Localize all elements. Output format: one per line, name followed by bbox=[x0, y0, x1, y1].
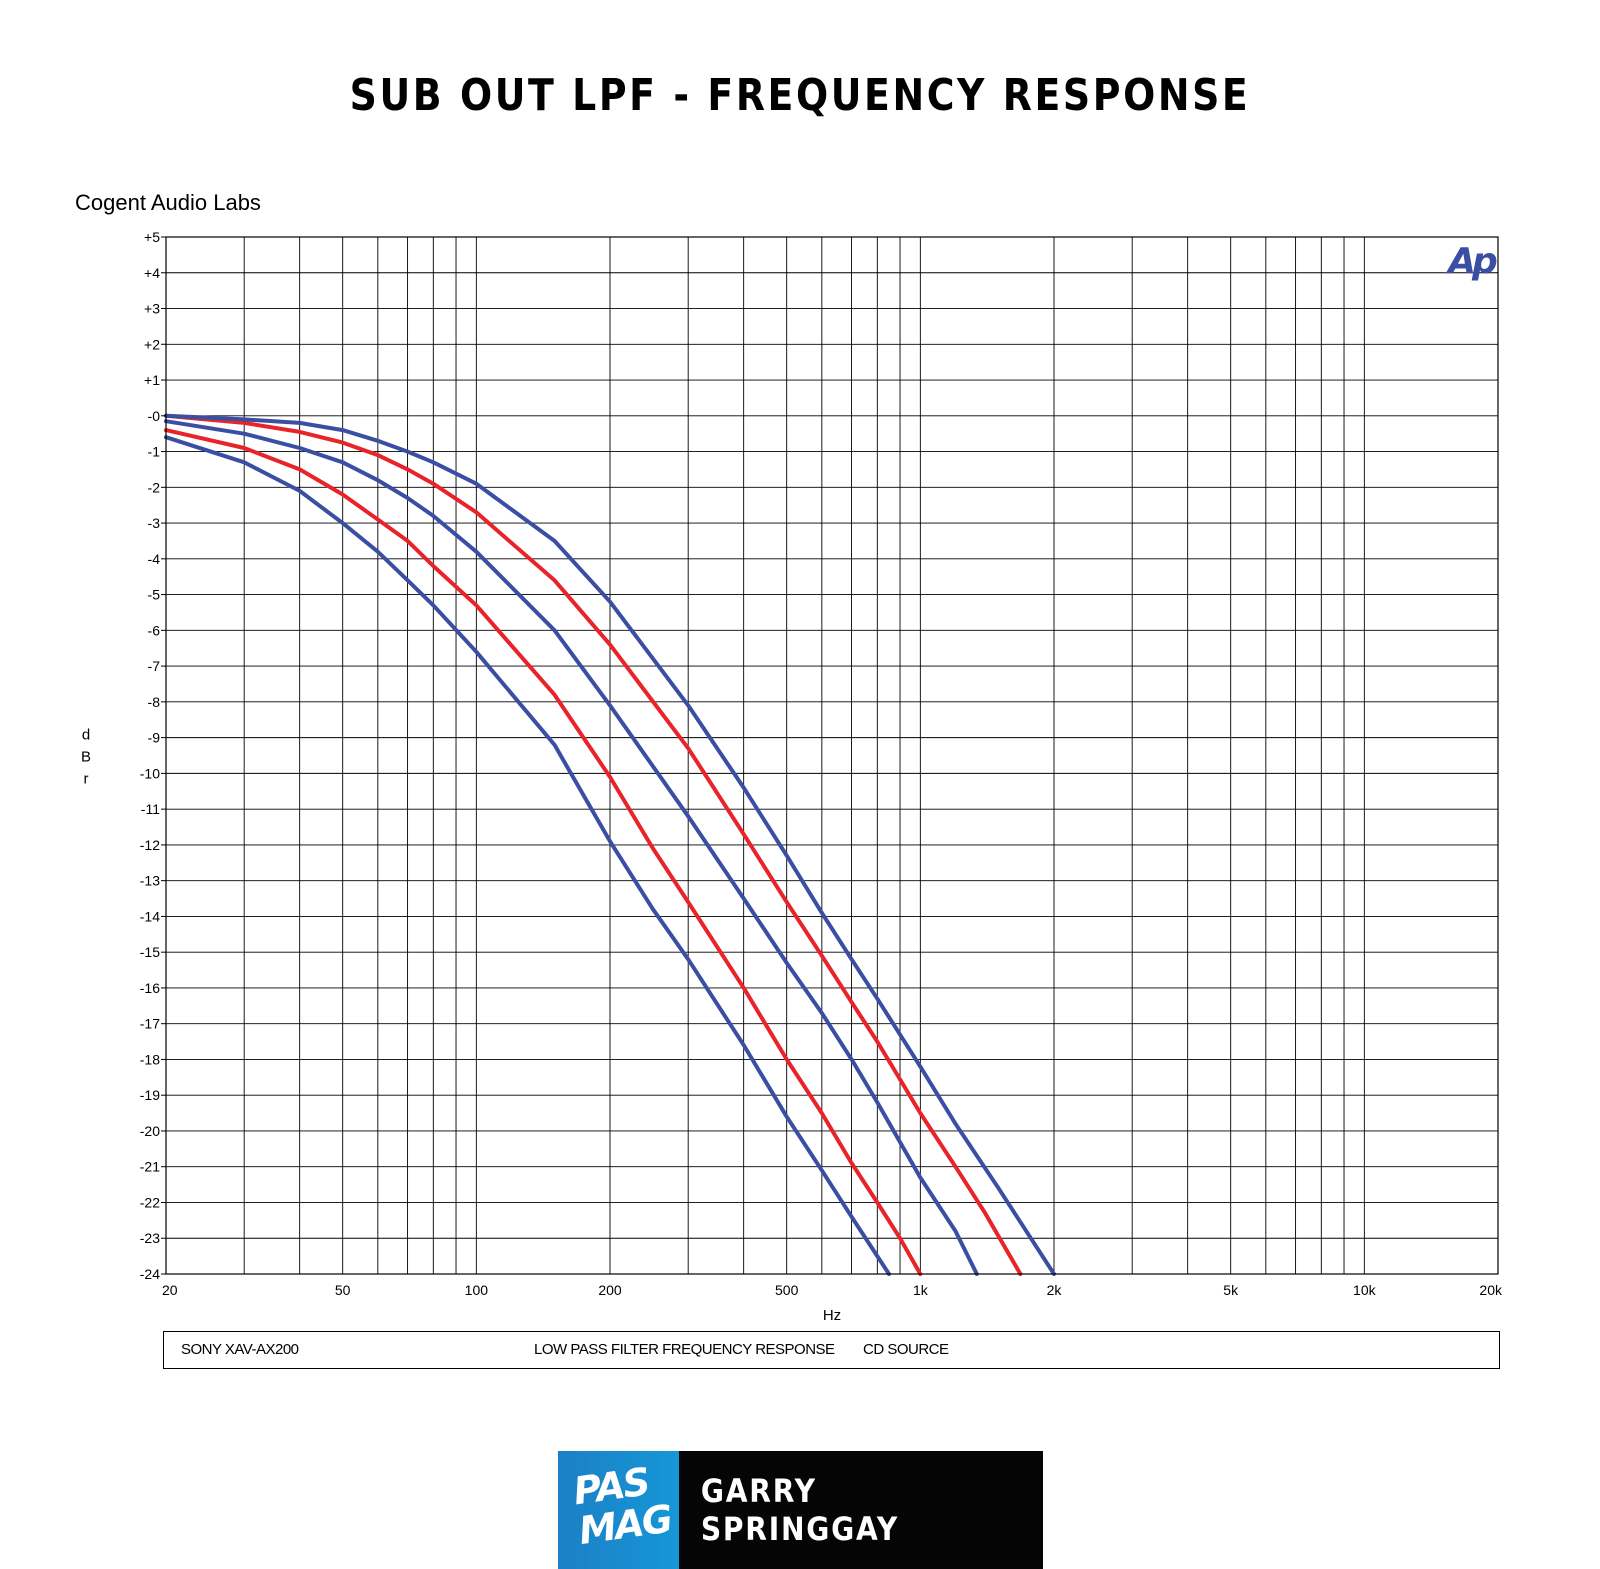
series-line-5-blue bbox=[164, 413, 1056, 1276]
y-tick-label: +5 bbox=[144, 229, 160, 245]
y-tick-label: -12 bbox=[140, 837, 160, 853]
y-tick-label: -20 bbox=[140, 1123, 160, 1139]
y-tick-label: -6 bbox=[148, 622, 161, 638]
y-tick-label: -19 bbox=[140, 1087, 160, 1103]
y-tick-label: -23 bbox=[140, 1230, 160, 1246]
y-tick-label: -1 bbox=[148, 444, 161, 460]
y-tick-label: -18 bbox=[140, 1051, 160, 1067]
x-tick-label: 20 bbox=[162, 1282, 178, 1298]
caption-device: SONY XAV-AX200 bbox=[181, 1341, 299, 1358]
y-tick-label: -24 bbox=[140, 1266, 160, 1282]
y-tick-label: +3 bbox=[144, 301, 160, 317]
y-axis-label-char: B bbox=[81, 749, 91, 766]
y-axis-label-char: d bbox=[82, 727, 90, 744]
logo-mag-text: MAG bbox=[576, 1496, 674, 1554]
x-tick-label: 50 bbox=[335, 1282, 351, 1298]
y-tick-label: +4 bbox=[144, 265, 160, 281]
pasmag-logo-mark: PAS MAG bbox=[558, 1451, 679, 1569]
pasmag-logo: PAS MAG GARRY SPRINGGAY bbox=[558, 1451, 1043, 1569]
y-axis-label-char: r bbox=[84, 771, 89, 788]
chart-caption-box: SONY XAV-AX200 LOW PASS FILTER FREQUENCY… bbox=[163, 1331, 1500, 1369]
plot-frame bbox=[165, 236, 1499, 1275]
y-tick-label: -11 bbox=[141, 801, 160, 817]
y-axis-label: dBr bbox=[81, 727, 91, 788]
y-tick-label: -21 bbox=[140, 1159, 160, 1175]
series-line-2-red bbox=[164, 428, 923, 1276]
x-tick-label: 100 bbox=[465, 1282, 489, 1298]
x-tick-label: 10k bbox=[1353, 1282, 1377, 1298]
y-tick-label: -13 bbox=[140, 873, 160, 889]
caption-measurement: LOW PASS FILTER FREQUENCY RESPONSE bbox=[534, 1341, 835, 1358]
y-tick-label: -9 bbox=[148, 730, 161, 746]
y-tick-label: -22 bbox=[140, 1194, 160, 1210]
y-tick-label: -10 bbox=[140, 765, 160, 781]
series-line-3-blue bbox=[164, 419, 979, 1276]
x-tick-label: 1k bbox=[913, 1282, 929, 1298]
y-tick-label: -0 bbox=[148, 408, 161, 424]
x-tick-labels: 20 50 100 200 500 1k 2k 5k 10k 20k bbox=[162, 1282, 1503, 1298]
x-tick-label: 5k bbox=[1223, 1282, 1239, 1298]
series-line-1-blue bbox=[164, 435, 891, 1276]
y-tick-label: -4 bbox=[148, 551, 161, 567]
y-tick-label: -14 bbox=[140, 908, 160, 924]
y-tick-label: +2 bbox=[144, 336, 160, 352]
x-axis-label: Hz bbox=[823, 1307, 841, 1324]
frequency-response-chart: +5 +4 +3 +2 +1 -0 -1 -2 -3 -4 -5 -6 -7 -8 -9 -10 -11 -12 -… bbox=[81, 229, 1503, 1324]
ap-logo-icon: Ap bbox=[1445, 241, 1497, 282]
grid bbox=[165, 236, 1499, 1275]
y-tick-label: +1 bbox=[144, 372, 160, 388]
x-tick-label: 500 bbox=[775, 1282, 799, 1298]
x-tick-label: 200 bbox=[598, 1282, 622, 1298]
y-tick-label: -3 bbox=[148, 515, 161, 531]
caption-source: CD SOURCE bbox=[863, 1341, 949, 1358]
author-banner: GARRY SPRINGGAY bbox=[679, 1451, 1043, 1569]
y-tick-label: -8 bbox=[148, 694, 161, 710]
x-tick-label: 2k bbox=[1047, 1282, 1063, 1298]
author-name: GARRY SPRINGGAY bbox=[700, 1472, 900, 1548]
series-group bbox=[164, 413, 1056, 1276]
y-tick-labels: +5 +4 +3 +2 +1 -0 -1 -2 -3 -4 -5 -6 -7 -8 -9 -10 -11 -12 -… bbox=[140, 229, 166, 1282]
y-tick-label: -7 bbox=[148, 658, 161, 674]
y-tick-label: -5 bbox=[148, 587, 161, 603]
y-tick-label: -16 bbox=[140, 980, 160, 996]
x-tick-label: 20k bbox=[1479, 1282, 1503, 1298]
y-tick-label: -15 bbox=[140, 944, 160, 960]
brand-label: Cogent Audio Labs bbox=[75, 190, 261, 215]
page-title: SUB OUT LPF - FREQUENCY RESPONSE bbox=[349, 70, 1251, 121]
y-tick-label: -2 bbox=[148, 479, 161, 495]
series-line-4-red bbox=[164, 413, 1023, 1276]
y-tick-label: -17 bbox=[140, 1016, 160, 1032]
